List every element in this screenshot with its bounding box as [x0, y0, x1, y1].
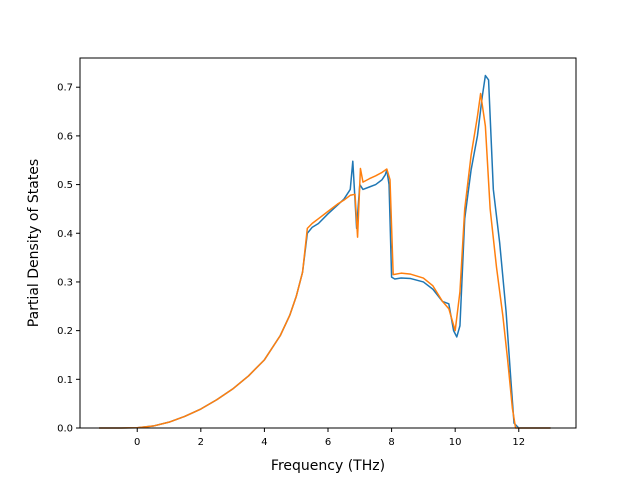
series-layer: [99, 74, 551, 429]
plot-area-background: [80, 58, 576, 428]
x-tick-label: 10: [449, 437, 462, 448]
y-axis-label: Partial Density of States: [26, 159, 42, 327]
y-axis-ticks: 0.0 0.1 0.2 0.3 0.4 0.5 0.6 0.7: [57, 83, 80, 435]
x-axis-ticks: 0 2 4 6 8 10 12: [134, 428, 525, 448]
y-tick-label: 0.7: [57, 83, 73, 94]
y-tick-label: 0.4: [57, 229, 73, 240]
x-tick-label: 8: [388, 437, 394, 448]
x-axis-label: Frequency (THz): [271, 458, 385, 474]
y-tick-label: 0.6: [57, 131, 73, 142]
x-tick-label: 0: [134, 437, 140, 448]
x-tick-label: 2: [198, 437, 204, 448]
series-line-2: [99, 92, 551, 429]
x-tick-label: 6: [325, 437, 331, 448]
x-tick-label: 12: [512, 437, 525, 448]
y-tick-label: 0.0: [57, 424, 73, 435]
y-tick-label: 0.3: [57, 277, 73, 288]
y-tick-label: 0.5: [57, 180, 73, 191]
y-tick-label: 0.1: [57, 375, 73, 386]
y-tick-label: 0.2: [57, 326, 73, 337]
plot-area-frame: [79, 57, 577, 429]
x-tick-label: 4: [261, 437, 267, 448]
